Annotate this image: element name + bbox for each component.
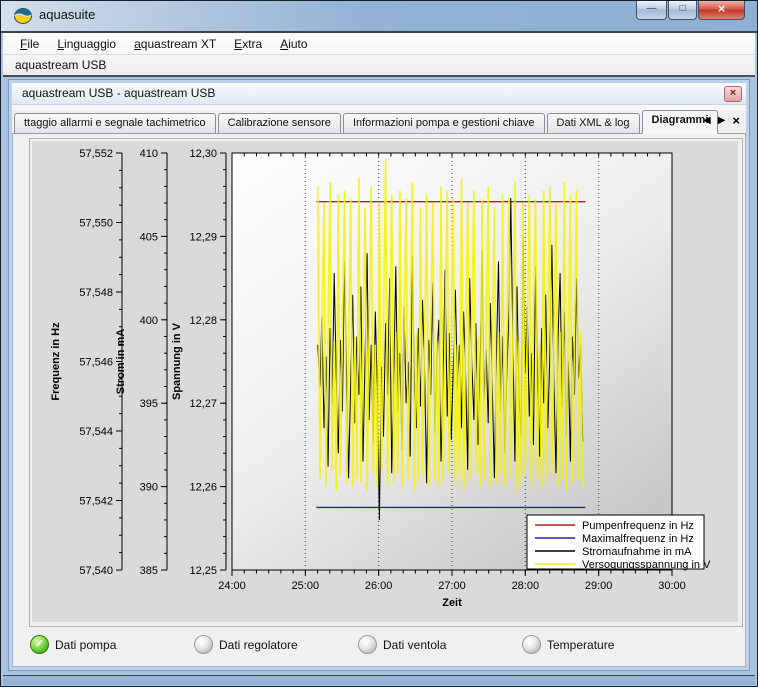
y-tick-label: 12,26	[189, 482, 217, 494]
open-window-tab-aquastream-usb[interactable]: aquastream USB	[15, 58, 107, 72]
check-circle-icon: ✓	[194, 635, 213, 654]
y-axis-title: Spannung in V	[171, 322, 183, 400]
x-tick-label: 27:00	[438, 580, 466, 592]
y-axis-0: 57,540 57,542 57,544 57,546 57,548 57,550 57,5…	[50, 148, 123, 577]
x-tick-label: 30:00	[658, 580, 686, 592]
status-temperature: ✓ Temperature	[522, 635, 614, 654]
menu-block: File Linguaggio aquastream XT Extra Aiut…	[3, 33, 755, 77]
menu-extra[interactable]: Extra	[234, 36, 263, 51]
window-controls: — □ ×	[635, 1, 745, 20]
tab-informazioni-pompa[interactable]: Informazioni pompa e gestioni chiave	[342, 113, 545, 133]
maximize-button[interactable]: □	[668, 1, 697, 20]
tab-diagrammi[interactable]: Diagrammi	[641, 110, 719, 134]
y-tick-label: 57,548	[79, 287, 113, 299]
child-window-title: aquastream USB - aquastream USB	[22, 86, 216, 100]
status-row: ✓ Dati pompa ✓ Dati regolatore ✓ Dati ve…	[12, 635, 746, 655]
y-tick-label: 405	[140, 231, 158, 243]
tab-settaggio-allarmi[interactable]: ttaggio allarmi e segnale tachimetrico	[14, 113, 216, 133]
y-axis-1: 385 390 395 400 405 410 Strom in mA	[115, 148, 168, 577]
child-close-button[interactable]: ×	[724, 86, 742, 102]
status-label: Dati ventola	[383, 637, 447, 652]
menu-linguaggio[interactable]: Linguaggio	[57, 36, 117, 51]
minimize-button[interactable]: —	[636, 1, 667, 20]
child-window: aquastream USB - aquastream USB × ttaggi…	[9, 80, 749, 670]
chart-groupbox: 57,540 57,542 57,544 57,546 57,548 57,550 57,5…	[29, 138, 743, 627]
y-tick-label: 57,552	[79, 148, 113, 160]
legend-label: Pumpenfrequenz in Hz	[582, 520, 694, 532]
chart-canvas: 57,540 57,542 57,544 57,546 57,548 57,550 57,5…	[50, 148, 711, 609]
y-tick-label: 400	[140, 315, 158, 327]
y-tick-label: 12,25	[189, 565, 217, 577]
y-tick-label: 57,546	[79, 357, 113, 369]
titlebar-gap	[12, 105, 746, 110]
legend-label: Versogungsspannung in V	[582, 559, 711, 571]
menubar: File Linguaggio aquastream XT Extra Aiut…	[3, 33, 755, 55]
x-tick-label: 28:00	[512, 580, 540, 592]
y-tick-label: 57,542	[79, 496, 113, 508]
tab-dati-xml-log[interactable]: Dati XML & log	[546, 113, 640, 133]
status-dati-pompa: ✓ Dati pompa	[30, 635, 116, 654]
status-label: Dati regolatore	[219, 637, 298, 652]
tab-calibrazione-sensore[interactable]: Calibrazione sensore	[217, 113, 341, 133]
mdi-client-area: aquastream USB - aquastream USB × ttaggi…	[3, 77, 755, 685]
tab-scroll-right-icon[interactable]: ▶	[717, 115, 726, 126]
y-tick-label: 12,27	[189, 398, 217, 410]
tab-scroll-left-icon[interactable]: ◀	[703, 115, 711, 126]
x-tick-label: 25:00	[292, 580, 320, 592]
x-tick-label: 29:00	[585, 580, 613, 592]
aquasuite-logo-icon	[14, 8, 32, 24]
y-tick-label: 57,540	[79, 565, 113, 577]
legend-label: Maximalfrequenz in Hz	[582, 533, 694, 545]
window-title: aquasuite	[39, 7, 96, 22]
tab-strip: ttaggio allarmi e segnale tachimetrico C…	[12, 110, 746, 134]
y-tick-label: 390	[140, 482, 158, 494]
y-tick-label: 57,550	[79, 218, 113, 230]
y-axis-2: 12,25 12,26 12,27 12,28 12,29 12,30 Spannung i…	[171, 148, 227, 577]
status-dati-regolatore: ✓ Dati regolatore	[194, 635, 298, 654]
y-tick-label: 57,544	[79, 426, 113, 438]
close-button[interactable]: ×	[698, 1, 745, 20]
series-3	[316, 158, 584, 491]
y-axis-title: Frequenz in Hz	[50, 322, 62, 401]
x-tick-label: 24:00	[218, 580, 246, 592]
status-dati-ventola: ✓ Dati ventola	[358, 635, 446, 654]
status-label: Temperature	[547, 637, 615, 652]
y-axis-title: Strom in mA	[115, 329, 127, 394]
y-tick-label: 385	[140, 565, 158, 577]
status-label: Dati pompa	[55, 637, 117, 652]
tab-nav-controls: ◀ ▶ ×	[703, 114, 740, 128]
y-tick-label: 12,28	[189, 315, 217, 327]
child-titlebar[interactable]: aquastream USB - aquastream USB ×	[12, 83, 746, 105]
y-tick-label: 12,29	[189, 231, 217, 243]
open-windows-bar: aquastream USB	[3, 55, 755, 75]
tab-close-icon[interactable]: ×	[732, 113, 740, 128]
titlebar[interactable]: aquasuite — □ ×	[1, 1, 757, 33]
check-circle-icon: ✓	[358, 635, 377, 654]
x-axis-title: Zeit	[442, 597, 462, 609]
check-circle-icon: ✓	[30, 635, 49, 654]
legend-label: Stromaufnahme in mA	[582, 546, 692, 558]
y-tick-label: 12,30	[189, 148, 217, 160]
y-tick-label: 395	[140, 398, 158, 410]
y-tick-label: 410	[140, 148, 158, 160]
x-tick-label: 26:00	[365, 580, 393, 592]
x-axis: 24:00 25:00 26:00 27:00 28:00 29:00 30:00 Zeit	[218, 153, 686, 609]
menu-aquastream-xt[interactable]: aquastream XT	[134, 36, 217, 51]
menu-aiuto[interactable]: Aiuto	[280, 36, 308, 51]
check-circle-icon: ✓	[522, 635, 541, 654]
menu-file[interactable]: File	[20, 36, 40, 51]
diagram-chart: 57,540 57,542 57,544 57,546 57,548 57,550 57,5…	[32, 141, 738, 622]
